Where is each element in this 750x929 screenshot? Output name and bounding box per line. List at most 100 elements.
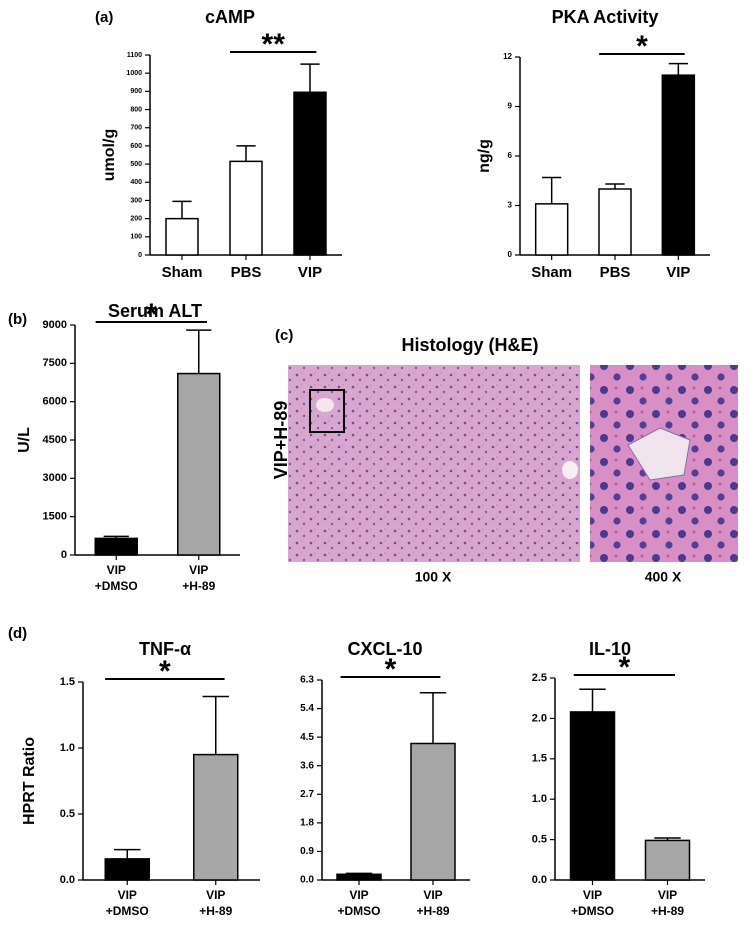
chart: Serum ALT U/L 0 1500 3000 4500 6000 7500 9000 VIP… [16,298,240,593]
x-tick-label: VIP [583,888,602,902]
x-tick-label: +DMSO [106,904,149,918]
x-tick-label: VIP [658,888,677,902]
chart-title: TNF-α [139,639,191,659]
significance-label: * [385,653,397,686]
y-tick-label: 0.0 [60,874,75,886]
y-tick-label: 0 [508,250,513,259]
histology-caption: 400 X [645,569,682,585]
chart-title: cAMP [205,7,255,27]
y-tick-label: 6000 [43,396,67,408]
bar [598,188,632,256]
histology: Histology (H&E) VIP+H-89 100 X 400 X [271,335,738,585]
x-tick-label: VIP [349,888,368,902]
histology-row-label: VIP+H-89 [271,401,291,480]
y-tick-label: 1.5 [532,753,547,765]
y-tick-label: 1.5 [60,676,75,688]
y-tick-label: 6 [508,151,513,160]
bar [534,203,569,256]
panel-label: (a) [95,9,113,26]
y-axis-label: ng/g [476,139,493,173]
bar [229,160,263,256]
bar [104,858,150,881]
y-tick-label: 2.7 [300,789,314,800]
y-axis-label: HPRT Ratio [21,737,38,825]
y-tick-label: 1.0 [60,742,75,754]
x-tick-label: +H-89 [199,904,232,918]
x-tick-label: VIP [189,563,208,577]
bar [644,839,691,881]
y-tick-label: 9 [508,102,513,111]
y-tick-label: 900 [130,88,142,95]
y-tick-label: 2.5 [532,672,547,684]
y-tick-label: 0.0 [300,875,314,886]
y-tick-label: 1500 [43,511,67,523]
chart: IL-10 0.0 0.5 1.0 1.5 2.0 2.5 VIP +DMSO VIP +H-89 * [532,639,705,918]
histology-caption: 100 X [415,569,452,585]
bar [569,711,616,881]
y-tick-label: 5.4 [300,703,314,714]
x-tick-label: PBS [600,264,631,281]
chart: TNF-α HPRT Ratio 0.0 0.5 1.0 1.5 VIP +DMSO VIP +H… [21,639,260,918]
y-tick-label: 1.0 [532,793,547,805]
bar [410,742,456,881]
chart-title: IL-10 [589,639,631,659]
panel-label: (c) [275,327,293,344]
y-tick-label: 0 [61,549,67,561]
x-tick-label: VIP [206,888,225,902]
x-tick-label: VIP [666,264,690,281]
x-tick-label: +DMSO [337,904,380,918]
y-tick-label: 1000 [126,70,142,77]
y-tick-label: 1.8 [300,817,314,828]
y-tick-label: 3000 [43,472,67,484]
y-tick-label: 4.5 [300,732,314,743]
zoom-box [309,389,345,433]
y-tick-label: 4500 [43,434,67,446]
y-tick-label: 0.5 [532,834,547,846]
y-tick-label: 2.0 [532,712,547,724]
bar [94,537,138,556]
y-tick-label: 0.5 [60,808,75,820]
vessel [316,398,334,412]
y-axis-label: U/L [16,427,33,453]
y-tick-label: 700 [130,125,142,132]
y-tick-label: 400 [130,179,142,186]
chart-title: Serum ALT [108,301,202,321]
chart: CXCL-10 0.0 0.9 1.8 2.7 3.6 4.5 5.4 6.3 VIP +DMSO V… [300,639,470,918]
bar [293,91,327,256]
x-tick-label: PBS [231,264,262,281]
significance-label: * [636,30,648,63]
x-tick-label: VIP [298,264,322,281]
y-tick-label: 12 [503,52,512,61]
x-tick-label: +H-89 [651,904,684,918]
x-tick-label: +DMSO [95,579,138,593]
histology-title: Histology (H&E) [402,335,539,355]
y-tick-label: 3 [508,201,513,210]
significance-label: * [619,651,631,684]
chart-title: CXCL-10 [347,639,422,659]
chart-title: PKA Activity [552,7,659,27]
y-tick-label: 100 [130,234,142,241]
x-tick-label: Sham [162,264,203,281]
x-tick-label: +H-89 [416,904,449,918]
panel-label: (b) [8,311,27,328]
vessel [627,427,691,481]
y-tick-label: 0.9 [300,846,314,857]
chart: PKA Activity ng/g 0 3 6 9 12 Sham PBS VIP * [476,7,710,281]
y-axis-label: umol/g [101,129,118,181]
y-tick-label: 0.0 [532,874,547,886]
y-tick-label: 7500 [43,357,67,369]
y-tick-label: 300 [130,197,142,204]
y-tick-label: 500 [130,161,142,168]
bar [193,753,239,881]
panel-label: (d) [8,625,27,642]
x-tick-label: VIP [107,563,126,577]
y-tick-label: 1100 [127,52,142,59]
y-tick-label: 600 [130,143,142,150]
bar [336,873,382,881]
y-tick-label: 9000 [43,319,67,331]
bar [165,217,199,256]
x-tick-label: +H-89 [182,579,215,593]
bar [177,372,221,556]
significance-label: * [145,298,157,331]
